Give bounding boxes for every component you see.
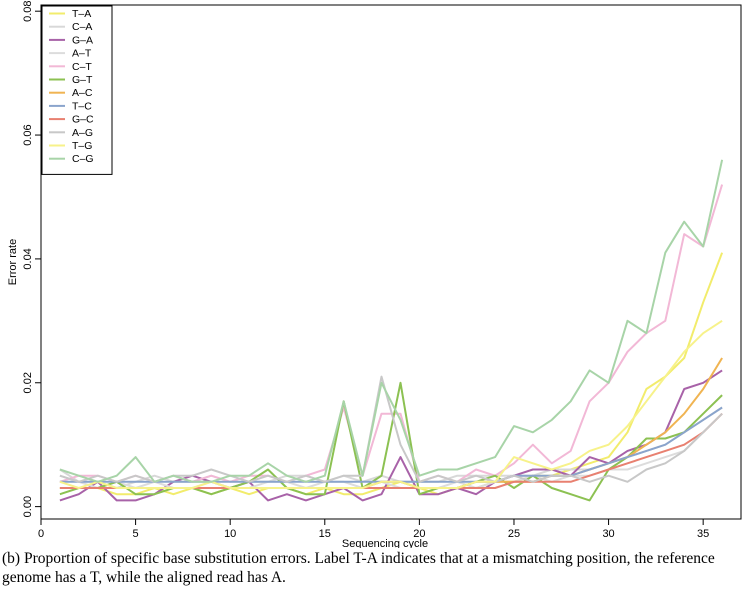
y-tick-label-0: 0.00 [22, 496, 34, 517]
x-tick-label-3: 15 [319, 528, 331, 540]
x-tick-label-7: 35 [697, 528, 709, 540]
legend: T–AC–AG–A A–TC–TG–TA–CT–C G–CA–GT–GC–G [41, 5, 113, 175]
legend-label-4: C–T [72, 61, 92, 73]
y-tick-label-2: 0.04 [22, 248, 34, 269]
legend-label-2: G–A [72, 34, 93, 46]
legend-label-1: C–A [72, 21, 92, 33]
legend-label-11: C–G [72, 153, 94, 165]
y-tick-label-3: 0.06 [22, 124, 34, 145]
error-rate-chart: 0 5 10 15 20 25 30 35 0.00 0.02 0.04 0.06 0.08 Sequ… [7, 0, 742, 548]
x-tick-label-1: 5 [133, 528, 139, 540]
x-tick-label-2: 10 [224, 528, 236, 540]
legend-label-10: T–G [72, 140, 92, 152]
y-tick-label-1: 0.02 [22, 372, 34, 393]
figure-caption: (b) Proportion of specific base substitu… [2, 550, 715, 586]
legend-label-6: A–C [72, 87, 93, 99]
legend-label-9: A–G [72, 127, 93, 139]
legend-label-7: T–C [72, 100, 92, 112]
legend-label-5: G–T [72, 74, 93, 86]
plot-area [40, 4, 742, 520]
series-line-11 [59, 159, 724, 483]
legend-label-8: G–C [72, 114, 94, 126]
series-line-7 [59, 406, 723, 483]
x-axis: 0 5 10 15 20 25 30 35 [38, 519, 709, 540]
plot-frame [40, 4, 742, 520]
x-tick-label-4: 20 [413, 528, 425, 540]
legend-label-3: A–T [72, 48, 92, 60]
y-axis: 0.00 0.02 0.04 0.06 0.08 [22, 0, 41, 517]
x-axis-label: Sequencing cycle [342, 538, 428, 548]
series-line-10 [59, 319, 723, 489]
legend-label-0: T–A [72, 8, 91, 20]
x-tick-label-0: 0 [38, 528, 44, 540]
y-axis-label: Error rate [7, 239, 19, 285]
x-tick-label-5: 25 [508, 528, 520, 540]
x-tick-label-6: 30 [602, 528, 614, 540]
y-tick-label-4: 0.08 [22, 0, 34, 21]
